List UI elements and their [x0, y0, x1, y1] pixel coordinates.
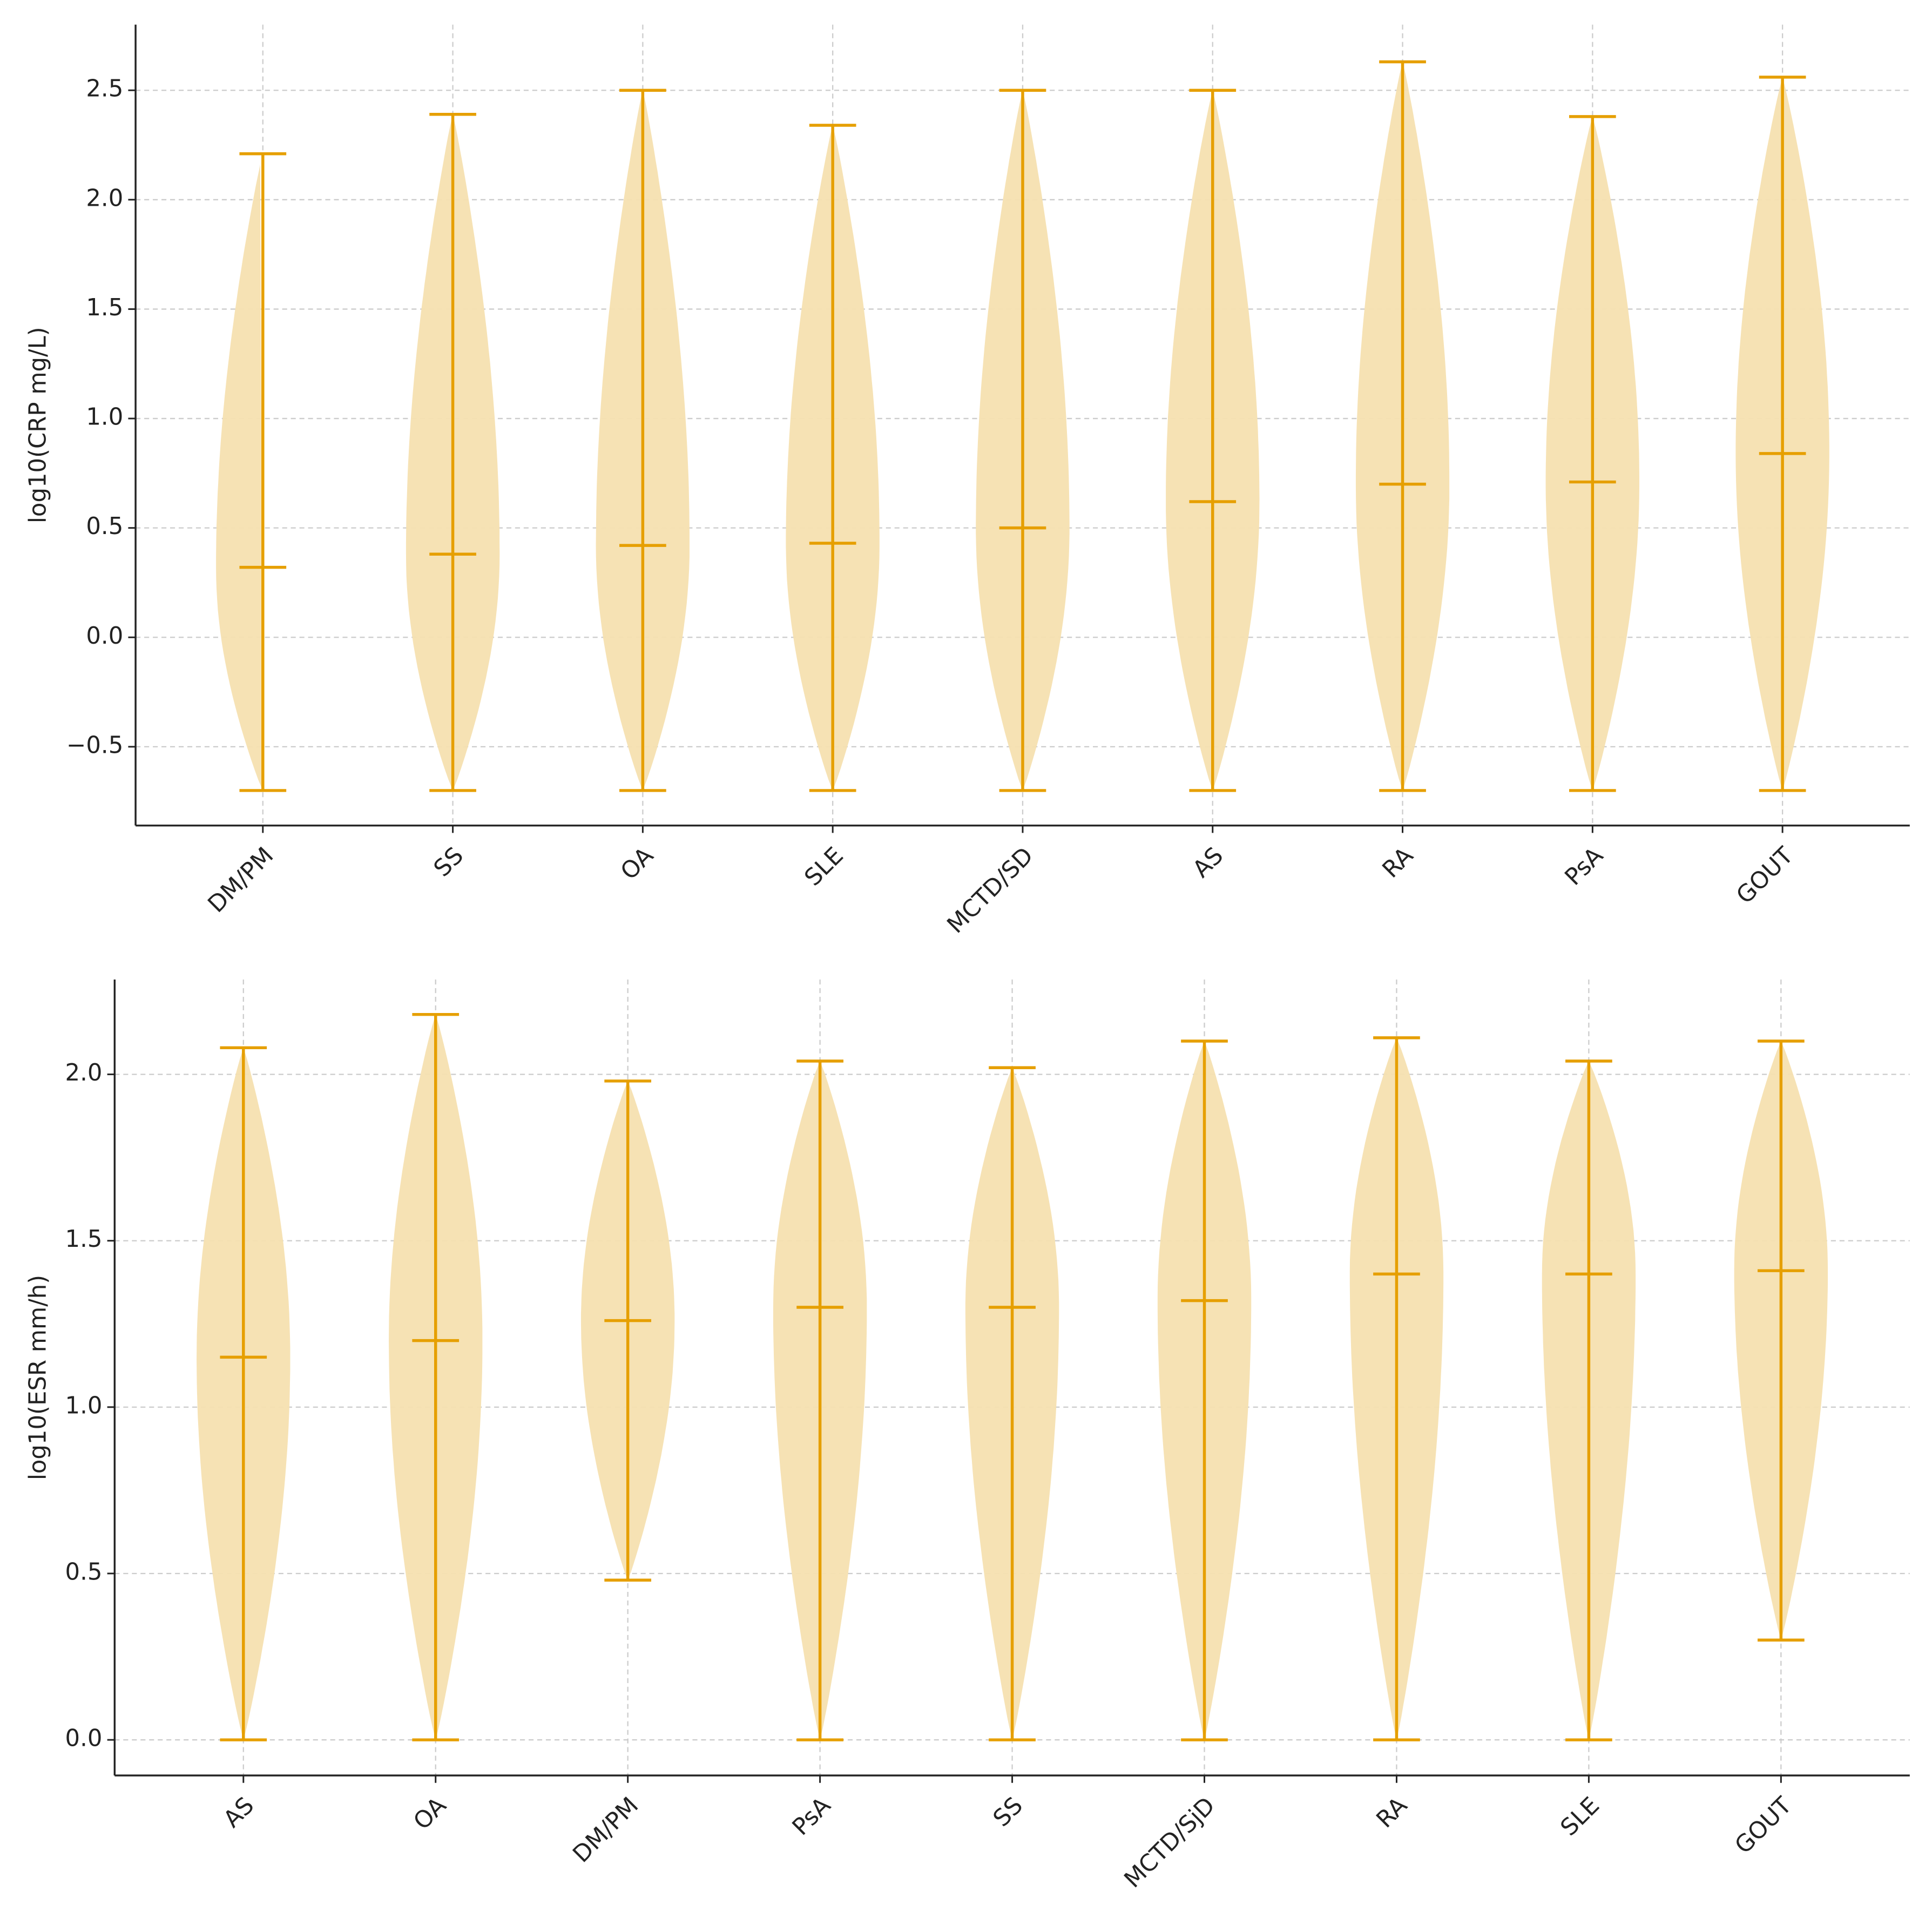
y-tick-label: 1.0: [86, 404, 123, 431]
y-tick-label: 2.0: [65, 1059, 103, 1086]
y-tick-label: 0.5: [86, 513, 123, 540]
x-tick-label: OA: [616, 842, 659, 885]
x-tick-label: PsA: [1560, 842, 1609, 890]
x-tick-label: MCTD/SD: [942, 842, 1039, 939]
y-tick-label: 2.5: [86, 76, 123, 103]
x-tick-label: DM/PM: [203, 842, 279, 919]
x-tick-label: RA: [1372, 1792, 1413, 1834]
y-tick-label: 2.0: [86, 185, 123, 212]
x-tick-label: MCTD/SjD: [1119, 1792, 1220, 1893]
y-tick-label: −0.5: [66, 732, 123, 759]
y-tick-label: 0.0: [65, 1725, 103, 1752]
x-tick-label: DM/PM: [568, 1792, 644, 1868]
x-tick-label: SS: [429, 842, 469, 882]
x-tick-label: SLE: [1556, 1792, 1605, 1841]
x-tick-label: PsA: [787, 1792, 836, 1841]
y-tick-label: 0.5: [65, 1558, 103, 1585]
x-tick-label: RA: [1377, 842, 1419, 883]
y-axis-label: log10(CRP mg/L): [25, 327, 52, 523]
y-axis-label: log10(ESR mm/h): [25, 1275, 52, 1480]
y-tick-label: 1.5: [65, 1226, 103, 1253]
violin-body: [216, 164, 263, 791]
y-tick-label: 1.0: [65, 1392, 103, 1419]
x-tick-label: AS: [1188, 842, 1229, 883]
y-tick-label: 0.0: [86, 623, 123, 650]
x-tick-label: SS: [988, 1792, 1028, 1832]
x-tick-label: AS: [219, 1792, 260, 1833]
x-tick-label: SLE: [800, 842, 849, 892]
x-tick-label: OA: [408, 1792, 451, 1835]
x-tick-label: GOUT: [1730, 1792, 1798, 1859]
y-tick-label: 1.5: [86, 294, 123, 321]
x-tick-label: GOUT: [1731, 842, 1799, 909]
